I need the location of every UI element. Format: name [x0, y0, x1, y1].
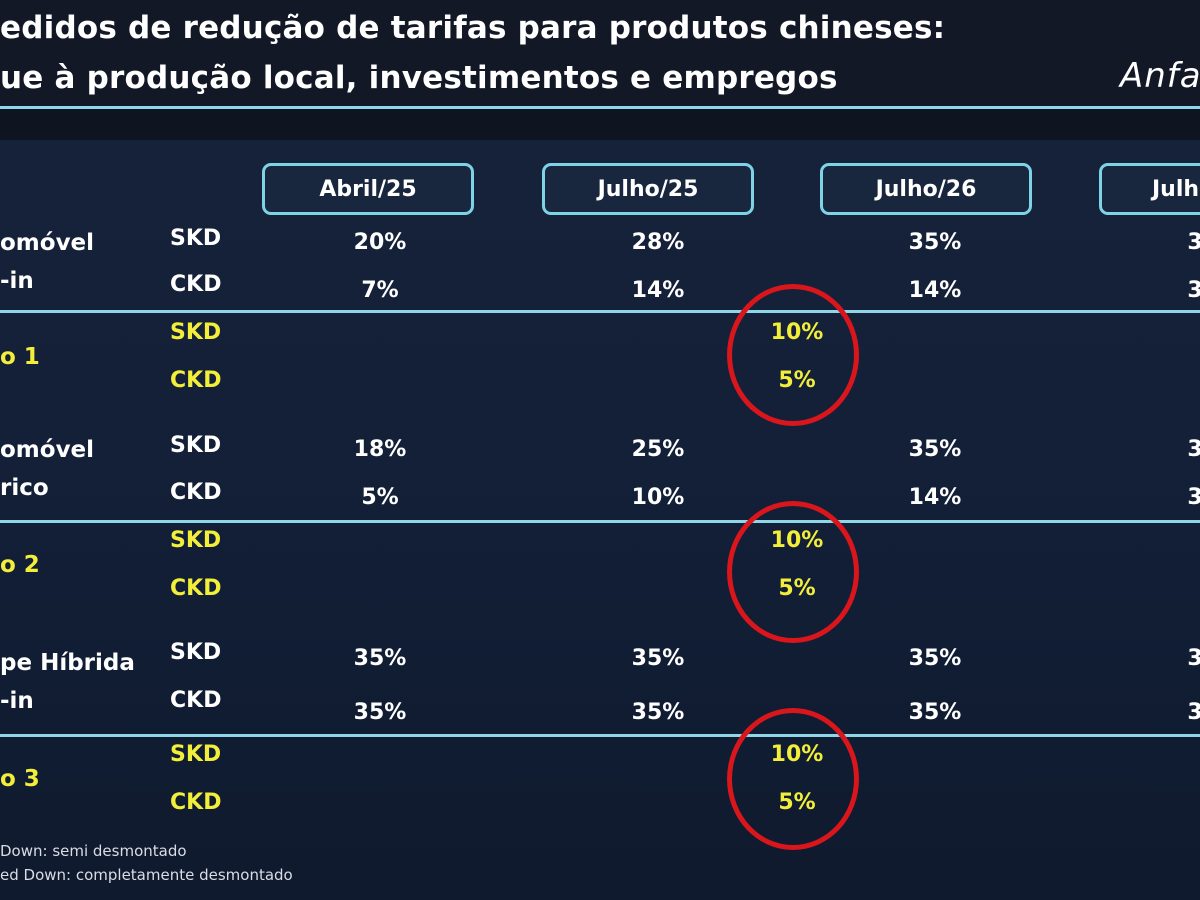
type-label-skd: SKD — [170, 742, 222, 767]
type-label-ckd: CKD — [170, 576, 222, 601]
group-label-line: o 1 — [0, 344, 40, 370]
column-header-julho-26: Julho/26 — [820, 163, 1032, 215]
highlight-circle-3 — [727, 708, 859, 850]
group-label-line: omóvel — [0, 230, 95, 256]
group-label-line: omóvel — [0, 437, 95, 463]
type-label-skd: SKD — [170, 528, 222, 553]
table-cell: 3 — [1187, 485, 1200, 510]
table-cell: 5% — [361, 485, 399, 510]
type-label-skd: SKD — [170, 640, 222, 665]
type-label-ckd: CKD — [170, 368, 222, 393]
table-cell: 35% — [353, 700, 407, 725]
table-cell: 35% — [631, 700, 685, 725]
column-header-abril-25: Abril/25 — [262, 163, 474, 215]
group-label-line: pe Híbrida — [0, 650, 135, 676]
table-cell: 10% — [631, 485, 685, 510]
type-label-ckd: CKD — [170, 790, 222, 815]
row-divider — [0, 520, 1200, 523]
footnote-ckd: ed Down: completamente desmontado — [0, 866, 293, 884]
anfavea-logo: Anfa — [1120, 56, 1200, 96]
table-cell: 35% — [353, 646, 407, 671]
type-label-ckd: CKD — [170, 480, 222, 505]
header-divider — [0, 106, 1200, 109]
table-cell: 3 — [1187, 278, 1200, 303]
group-label-line: -in — [0, 688, 34, 714]
table-cell: 14% — [908, 485, 962, 510]
highlight-circle-1 — [727, 284, 859, 426]
title-line-2: ue à produção local, investimentos e emp… — [0, 60, 838, 96]
table-cell: 35% — [908, 437, 962, 462]
footnote-skd: Down: semi desmontado — [0, 842, 187, 860]
group-label-line: -in — [0, 268, 34, 294]
table-cell: 35% — [631, 646, 685, 671]
type-label-ckd: CKD — [170, 688, 222, 713]
table-cell: 35% — [908, 700, 962, 725]
group-label-line: rico — [0, 475, 49, 501]
group-label-proposta-3: o 3 — [0, 760, 40, 798]
table-cell: 14% — [908, 278, 962, 303]
table-cell: 7% — [361, 278, 399, 303]
table-cell: 3 — [1187, 646, 1200, 671]
slide-header: edidos de redução de tarifas para produt… — [0, 0, 1200, 106]
group-label-line: o 3 — [0, 766, 40, 792]
column-header-julho-partial: Julh — [1099, 163, 1200, 215]
type-label-skd: SKD — [170, 433, 222, 458]
table-cell: 28% — [631, 230, 685, 255]
group-label-automovel-plugin: omóvel -in — [0, 224, 94, 300]
title-line-1: edidos de redução de tarifas para produt… — [0, 10, 946, 46]
group-label-automovel-eletrico: omóvel rico — [0, 431, 94, 507]
column-header-julho-25: Julho/25 — [542, 163, 754, 215]
table-cell: 18% — [353, 437, 407, 462]
type-label-ckd: CKD — [170, 272, 222, 297]
row-divider — [0, 734, 1200, 737]
group-label-line: o 2 — [0, 552, 40, 578]
row-divider — [0, 310, 1200, 313]
type-label-skd: SKD — [170, 320, 222, 345]
table-cell: 20% — [353, 230, 407, 255]
table-cell: 35% — [908, 646, 962, 671]
table-cell: 35% — [908, 230, 962, 255]
table-cell: 14% — [631, 278, 685, 303]
group-label-proposta-1: o 1 — [0, 338, 40, 376]
type-label-skd: SKD — [170, 226, 222, 251]
table-cell: 25% — [631, 437, 685, 462]
table-cell: 3 — [1187, 230, 1200, 255]
highlight-circle-2 — [727, 501, 859, 643]
group-label-proposta-2: o 2 — [0, 546, 40, 584]
table-cell: 3 — [1187, 437, 1200, 462]
table-cell: 3 — [1187, 700, 1200, 725]
group-label-hibrida-plugin: pe Híbrida -in — [0, 644, 135, 720]
